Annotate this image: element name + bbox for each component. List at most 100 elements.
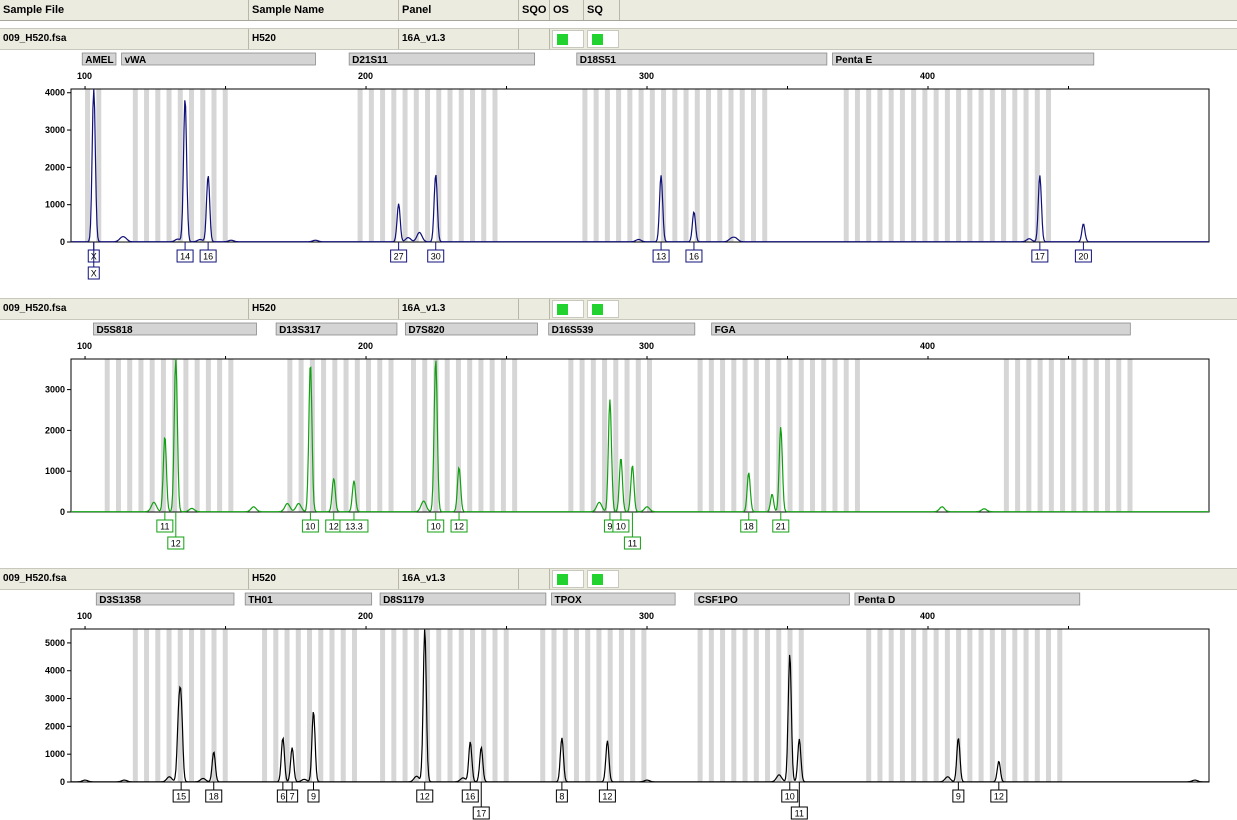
allele-call[interactable]: 8 [555,782,568,803]
allele-call[interactable]: 30 [427,242,445,263]
allele-call[interactable]: 12 [416,782,434,803]
peak-point[interactable] [1038,174,1042,178]
peak-point[interactable] [120,237,124,241]
allele-call[interactable]: 17 [472,782,490,820]
locus-bar-d7s820[interactable]: D7S820 [404,322,538,336]
peak-point[interactable] [406,236,410,240]
peak-point[interactable] [940,505,944,509]
allele-call[interactable]: 9 [307,782,320,803]
allele-call[interactable]: 21 [772,512,790,533]
allele-call[interactable]: 12 [990,782,1008,803]
allele-call[interactable]: 17 [1031,242,1049,263]
peak-point[interactable] [1193,778,1197,782]
allele-call[interactable]: 10 [427,512,445,533]
col-sample-name[interactable]: Sample Name [249,0,399,20]
peak-point[interactable] [183,96,187,100]
peak-point[interactable] [468,740,472,744]
peak-point[interactable] [645,505,649,509]
allele-call[interactable]: 14 [176,242,194,263]
locus-bar-d3s1358[interactable]: D3S1358 [95,592,235,606]
allele-call[interactable]: 18 [740,512,758,533]
peak-point[interactable] [777,773,781,777]
allele-call[interactable]: 16 [685,242,703,263]
locus-bar-amel[interactable]: AMEL [81,52,117,66]
locus-bar-d21s11[interactable]: D21S11 [348,52,536,66]
peak-point[interactable] [788,652,792,656]
peak-point[interactable] [122,778,126,782]
peak-point[interactable] [659,174,663,178]
peak-point[interactable] [729,237,733,241]
peak-point[interactable] [560,736,564,740]
peak-point[interactable] [190,507,194,511]
peak-point[interactable] [352,479,356,483]
allele-call[interactable]: 11 [156,512,174,533]
sample-row-green[interactable]: 009_H520.fsa H520 16A_v1.3 [0,298,1237,320]
peak-point[interactable] [630,463,634,467]
locus-bar-penta-d[interactable]: Penta D [854,592,1081,606]
peak-point[interactable] [1027,237,1031,241]
allele-call[interactable]: 13 [652,242,670,263]
col-sqo[interactable]: SQO [519,0,550,20]
locus-bar-d5s818[interactable]: D5S818 [93,322,257,336]
peak-point[interactable] [692,210,696,214]
peak-point[interactable] [637,238,641,242]
peak-point[interactable] [423,627,427,631]
locus-bar-d8s1179[interactable]: D8S1179 [379,592,547,606]
locus-bar-th01[interactable]: TH01 [244,592,373,606]
os-flag[interactable] [552,300,584,318]
peak-point[interactable] [297,502,301,506]
peak-point[interactable] [597,501,601,505]
allele-call[interactable]: 12 [450,512,468,533]
peak-point[interactable] [605,739,609,743]
sample-row-black[interactable]: 009_H520.fsa H520 16A_v1.3 [0,568,1237,590]
peak-point[interactable] [285,502,289,506]
peak-point[interactable] [982,507,986,511]
peak-point[interactable] [176,237,180,241]
allele-call[interactable]: 12 [598,782,616,803]
allele-call[interactable]: 10 [781,782,799,803]
locus-bar-vwa[interactable]: vWA [121,52,316,66]
peak-point[interactable] [645,778,649,782]
peak-point[interactable] [619,456,623,460]
allele-call[interactable]: 27 [390,242,408,263]
peak-point[interactable] [179,707,183,711]
allele-call[interactable]: 11 [790,782,808,820]
peak-point[interactable] [177,721,181,725]
allele-call[interactable]: 13.3 [339,512,369,533]
allele-call[interactable]: 20 [1074,242,1092,263]
allele-call[interactable]: 9 [952,782,965,803]
allele-call[interactable]: 12 [325,512,343,533]
locus-bar-d16s539[interactable]: D16S539 [548,322,696,336]
peak-point[interactable] [770,492,774,496]
locus-bar-tpox[interactable]: TPOX [551,592,676,606]
peak-point[interactable] [461,776,465,780]
col-os[interactable]: OS [550,0,584,20]
peak-point[interactable] [167,775,171,779]
locus-bar-penta-e[interactable]: Penta E [832,52,1095,66]
peak-point[interactable] [201,777,205,781]
peak-point[interactable] [779,425,783,429]
peak-point[interactable] [457,466,461,470]
allele-call[interactable]: 16 [461,782,479,803]
peak-point[interactable] [92,87,96,91]
allele-call[interactable]: 15 [172,782,190,803]
locus-bar-fga[interactable]: FGA [711,322,1131,336]
allele-call[interactable]: 16 [199,242,217,263]
peak-point[interactable] [313,239,317,243]
peak-point[interactable] [206,174,210,178]
peak-point[interactable] [123,237,127,241]
col-sq[interactable]: SQ [584,0,620,20]
peak-point[interactable] [422,499,426,503]
peak-point[interactable] [332,477,336,481]
peak-point[interactable] [747,471,751,475]
col-sample-file[interactable]: Sample File [0,0,249,20]
peak-point[interactable] [302,777,306,781]
peak-point[interactable] [946,775,950,779]
peak-point[interactable] [212,750,216,754]
allele-call[interactable]: 10 [612,512,630,533]
peak-point[interactable] [797,737,801,741]
peak-point[interactable] [734,237,738,241]
allele-call[interactable]: 12 [167,512,185,550]
